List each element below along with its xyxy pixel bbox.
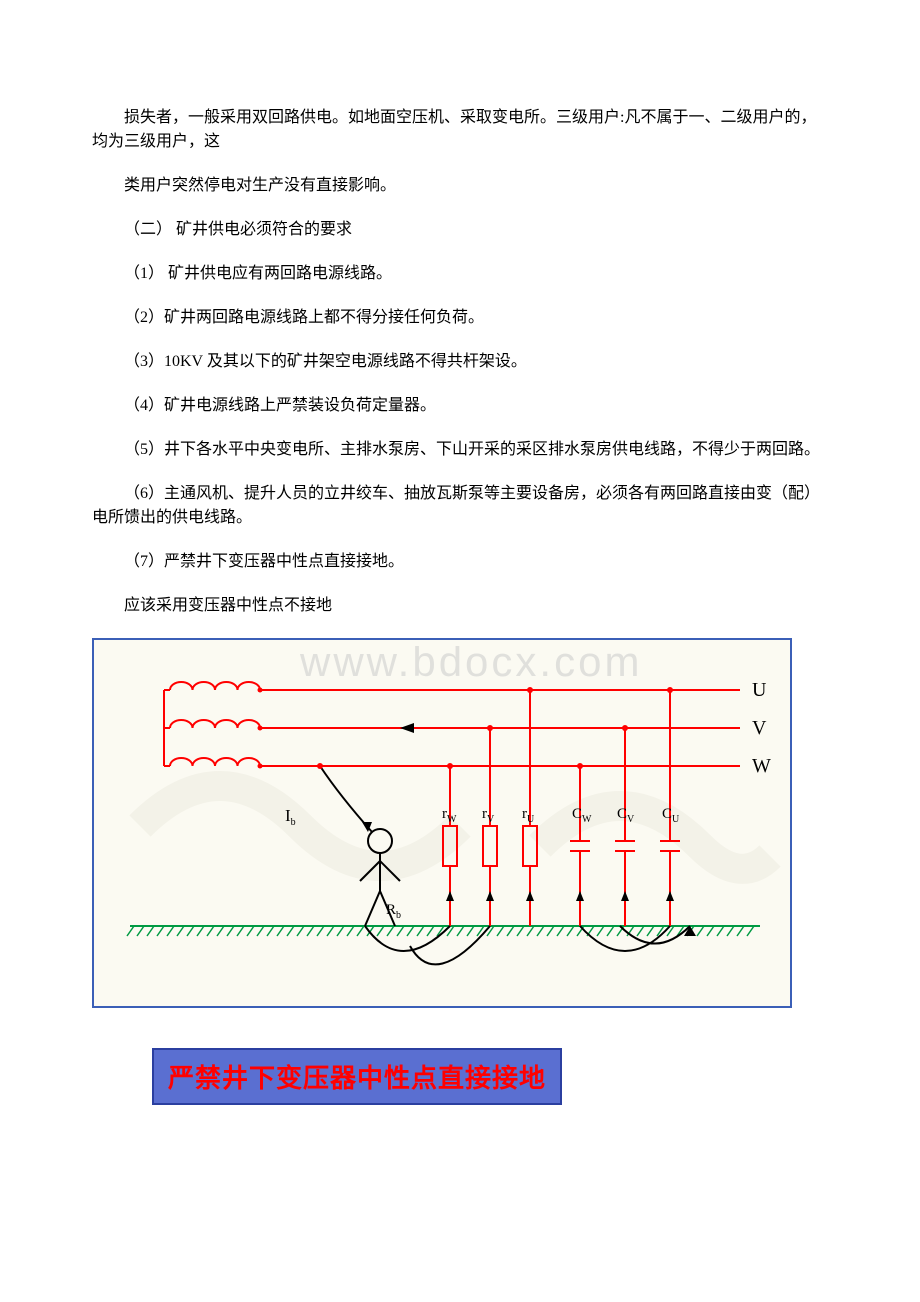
svg-text:W: W (752, 755, 771, 777)
svg-text:rV: rV (482, 806, 495, 825)
document-page: 损失者，一般采用双回路供电。如地面空压机、采取变电所。三级用户:凡不属于一、二级… (0, 0, 920, 1165)
warning-banner-container: 严禁井下变压器中性点直接接地 (152, 1048, 582, 1105)
paragraph: （6）主通风机、提升人员的立井绞车、抽放瓦斯泵等主要设备房，必须各有两回路直接由… (92, 482, 828, 530)
paragraph: 类用户突然停电对生产没有直接影响。 (92, 174, 828, 198)
paragraph: （二） 矿井供电必须符合的要求 (92, 218, 828, 242)
paragraph: （7）严禁井下变压器中性点直接接地。 (92, 550, 828, 574)
paragraph: 损失者，一般采用双回路供电。如地面空压机、采取变电所。三级用户:凡不属于一、二级… (92, 106, 828, 154)
warning-banner-text: 严禁井下变压器中性点直接接地 (168, 1064, 546, 1093)
svg-text:U: U (752, 679, 767, 701)
paragraph: 应该采用变压器中性点不接地 (92, 594, 828, 618)
svg-text:rU: rU (522, 806, 535, 825)
paragraph: （4）矿井电源线路上严禁装设负荷定量器。 (92, 394, 828, 418)
paragraph: （3）10KV 及其以下的矿井架空电源线路不得共杆架设。 (92, 350, 828, 374)
paragraph: （2）矿井两回路电源线路上都不得分接任何负荷。 (92, 306, 828, 330)
svg-text:V: V (752, 717, 767, 739)
circuit-diagram: www.bdocx.comUVWIbRbrWrVrUCWCVCU (92, 638, 792, 1008)
warning-banner: 严禁井下变压器中性点直接接地 (152, 1048, 562, 1105)
circuit-svg: www.bdocx.comUVWIbRbrWrVrUCWCVCU (100, 646, 786, 1002)
paragraph: （5）井下各水平中央变电所、主排水泵房、下山开采的采区排水泵房供电线路，不得少于… (92, 438, 828, 462)
svg-text:www.bdocx.com: www.bdocx.com (299, 646, 642, 685)
paragraph: （1） 矿井供电应有两回路电源线路。 (92, 262, 828, 286)
circuit-diagram-container: www.bdocx.comUVWIbRbrWrVrUCWCVCU (92, 638, 828, 1008)
svg-text:Rb: Rb (386, 902, 401, 921)
